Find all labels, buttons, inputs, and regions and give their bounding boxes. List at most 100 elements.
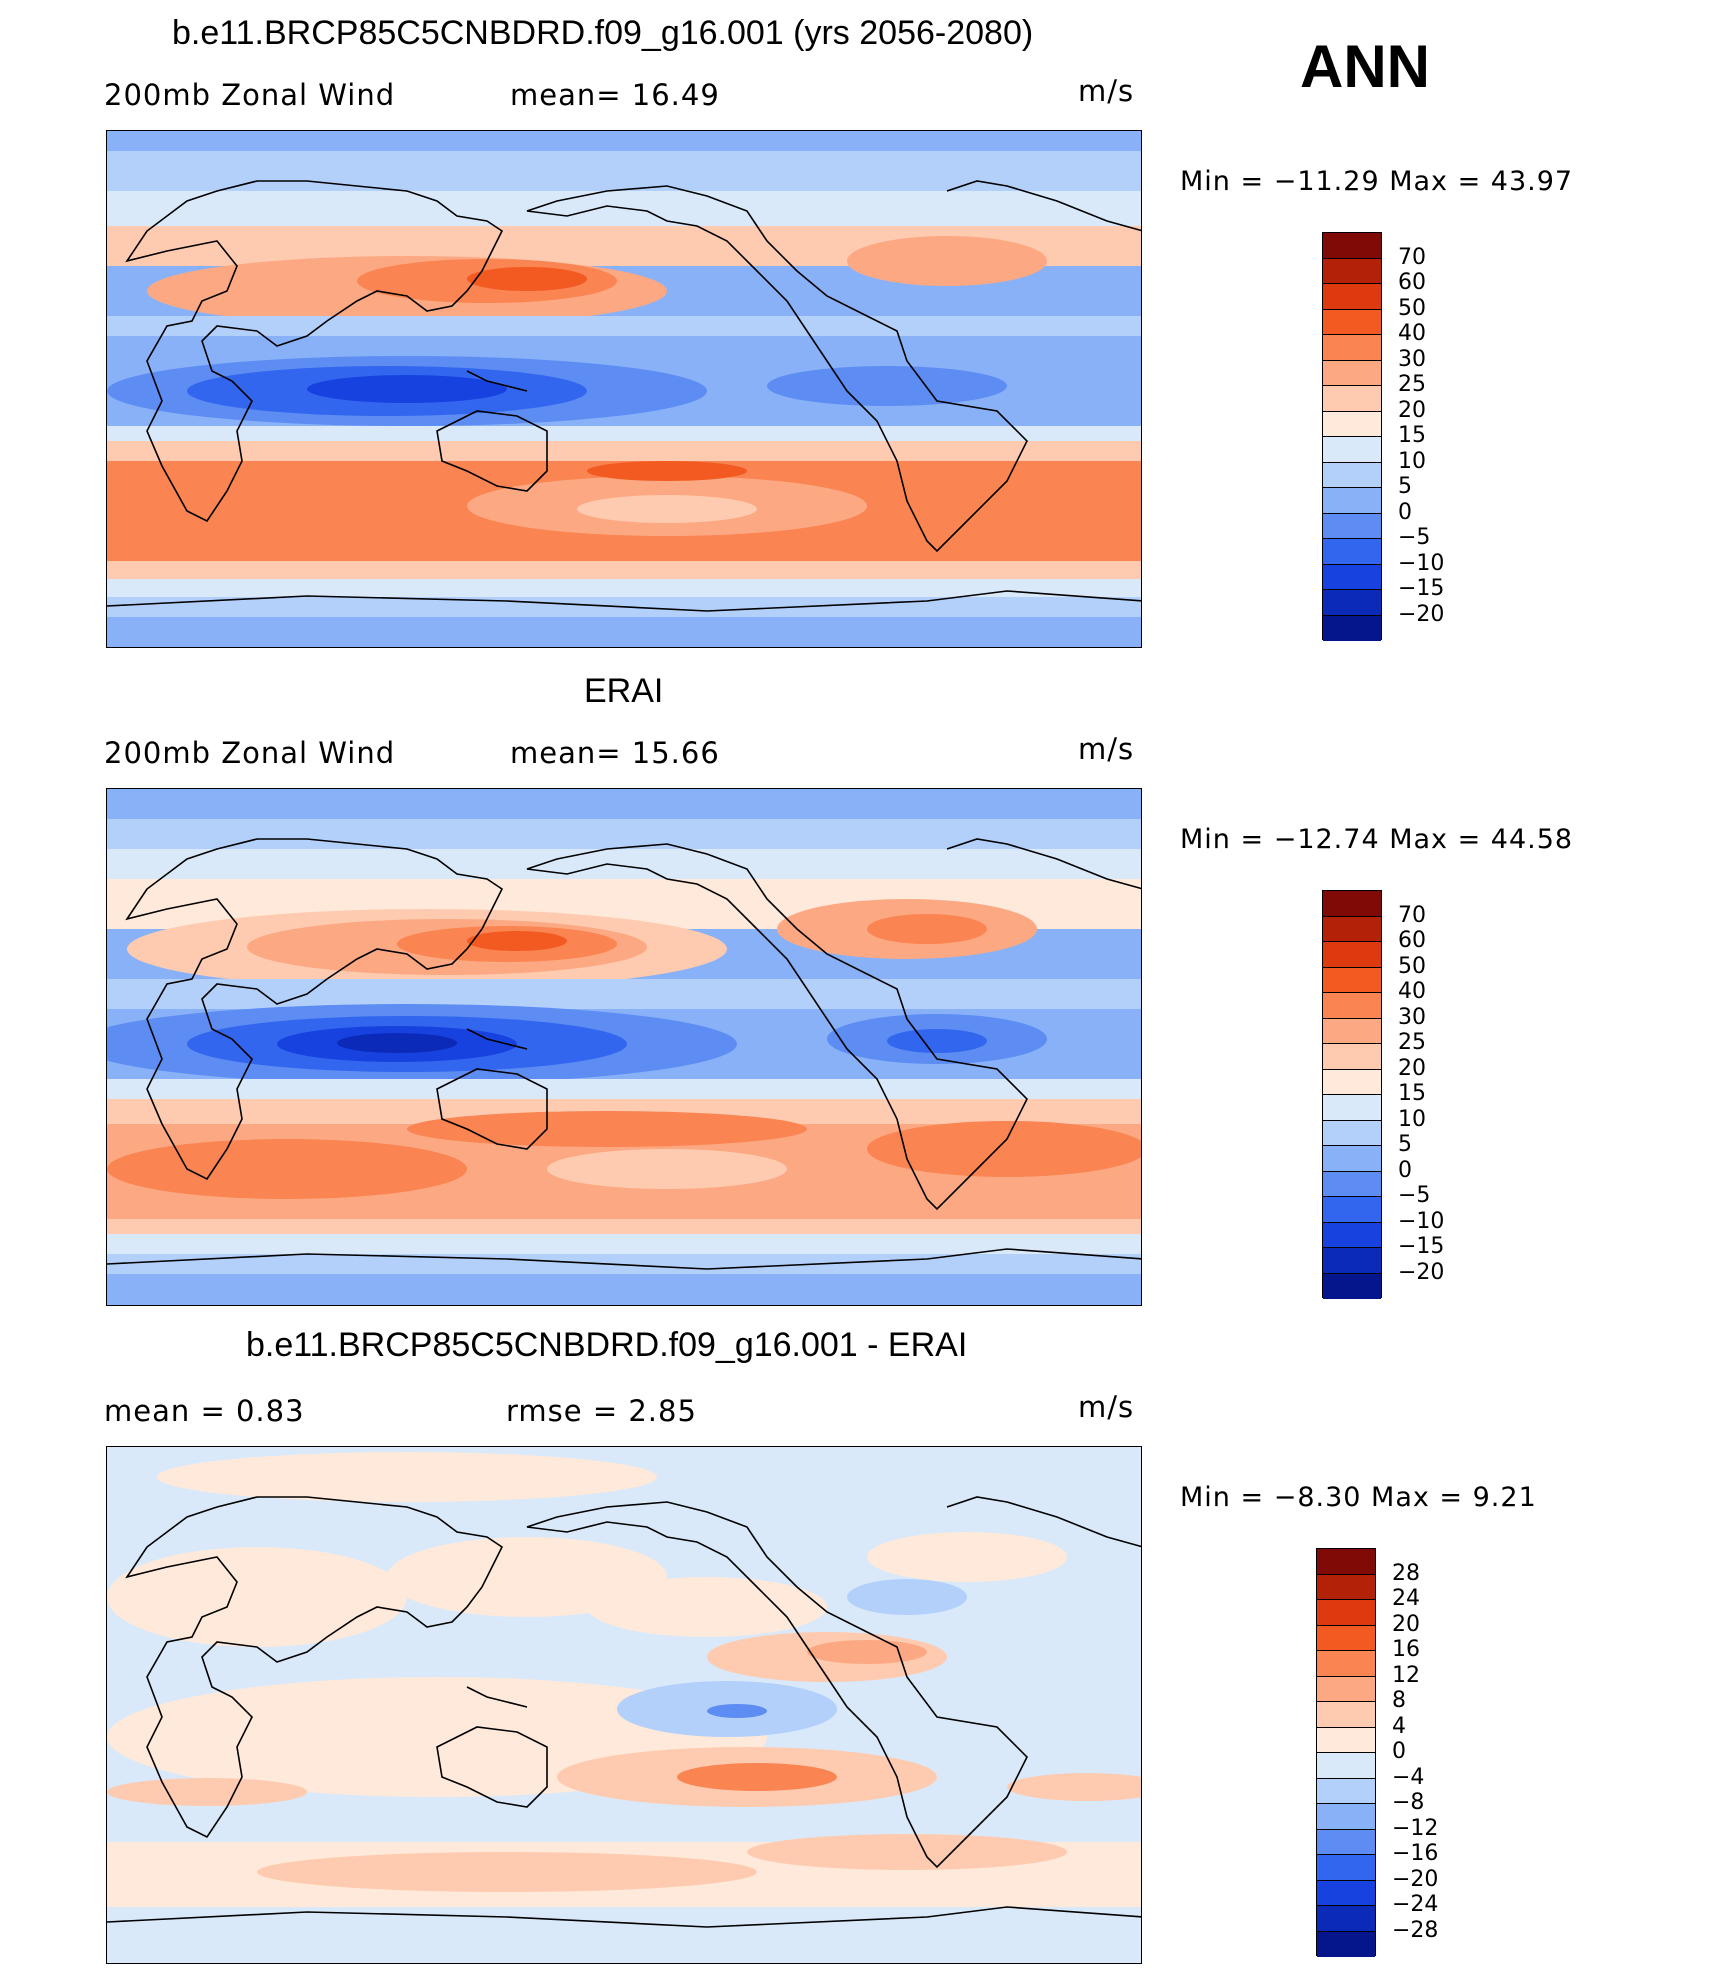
colorbar-swatch	[1323, 386, 1381, 412]
panel-title: b.e11.BRCP85C5CNBDRD.f09_g16.001 (yrs 20…	[172, 14, 1034, 52]
contour-map	[107, 131, 1141, 647]
colorbar-tick-label: 50	[1398, 295, 1426, 321]
colorbar-swatch	[1323, 615, 1381, 641]
colorbar-swatch	[1323, 1248, 1381, 1274]
colorbar-swatch	[1317, 1574, 1375, 1600]
colorbar-swatch	[1323, 488, 1381, 514]
colorbar-swatch	[1323, 411, 1381, 437]
colorbar-swatch	[1317, 1753, 1375, 1779]
colorbar-tick-label: 0	[1398, 499, 1412, 525]
colorbar-tick-label: −15	[1398, 1234, 1445, 1259]
colorbar-tick-label: −12	[1392, 1815, 1439, 1841]
colorbar-swatch	[1323, 942, 1381, 968]
colorbar-tick-label: −15	[1398, 576, 1445, 601]
colorbar-tick-label: −20	[1392, 1866, 1439, 1892]
contour-map	[107, 789, 1141, 1305]
colorbar-tick-label: 15	[1398, 423, 1426, 448]
colorbar-tick-label: −5	[1398, 1183, 1431, 1208]
colorbar-swatch	[1323, 590, 1381, 616]
colorbar-tick-label: 24	[1392, 1586, 1420, 1611]
colorbar-swatch	[1323, 284, 1381, 310]
colorbar-tick-label: −28	[1392, 1917, 1439, 1943]
colorbar-swatch	[1317, 1804, 1375, 1830]
field-label: 200mb Zonal Wind	[104, 78, 396, 112]
units-label: m/s	[1078, 74, 1135, 108]
minmax-label: Min = −12.74 Max = 44.58	[1180, 824, 1574, 855]
colorbar-swatch	[1323, 1069, 1381, 1095]
colorbar-swatch	[1323, 891, 1381, 917]
colorbar-swatch	[1323, 564, 1381, 590]
map-plot	[106, 130, 1142, 648]
colorbar-tick-label: −4	[1392, 1764, 1425, 1790]
colorbar-tick-label: 10	[1398, 1106, 1426, 1132]
colorbar	[1316, 1548, 1376, 1957]
colorbar-tick-label: 60	[1398, 270, 1426, 295]
coastlines	[107, 180, 1141, 612]
colorbar-swatch	[1317, 1549, 1375, 1575]
colorbar-swatch	[1323, 1197, 1381, 1223]
colorbar-tick-label: 5	[1398, 1132, 1412, 1157]
colorbar-swatch	[1317, 1931, 1375, 1957]
colorbar-swatch	[1323, 258, 1381, 284]
colorbar-tick-label: −20	[1398, 601, 1445, 627]
panel-obs: ERAI 200mb Zonal Wind mean= 15.66 m/s	[0, 658, 1710, 1318]
colorbar-tick-label: 40	[1398, 979, 1426, 1004]
colorbar-swatch	[1323, 462, 1381, 488]
colorbar-swatch	[1317, 1906, 1375, 1932]
units-label: m/s	[1078, 1390, 1135, 1424]
colorbar-tick-label: −20	[1398, 1259, 1445, 1285]
colorbar-tick-label: −10	[1398, 1208, 1445, 1234]
colorbar-swatch	[1323, 967, 1381, 993]
panel-model: b.e11.BRCP85C5CNBDRD.f09_g16.001 (yrs 20…	[0, 0, 1710, 660]
colorbar-tick-label: 8	[1392, 1688, 1406, 1713]
colorbar-swatch	[1317, 1829, 1375, 1855]
colorbar-tick-label: 4	[1392, 1713, 1406, 1739]
colorbar-swatch	[1323, 539, 1381, 565]
colorbar-swatch	[1317, 1651, 1375, 1677]
map-plot	[106, 788, 1142, 1306]
colorbar-tick-label: 20	[1398, 397, 1426, 423]
coastlines	[107, 838, 1141, 1270]
colorbar-tick-label: 5	[1398, 474, 1412, 499]
colorbar-swatch	[1323, 1044, 1381, 1070]
colorbar-tick-label: 20	[1398, 1055, 1426, 1081]
colorbar-swatch	[1323, 513, 1381, 539]
mean-label: mean = 0.83	[104, 1394, 305, 1428]
colorbar-tick-label: 16	[1392, 1637, 1420, 1662]
colorbar-swatch	[1317, 1778, 1375, 1804]
colorbar-tick-label: 10	[1398, 448, 1426, 474]
minmax-label: Min = −8.30 Max = 9.21	[1180, 1482, 1537, 1513]
minmax-label: Min = −11.29 Max = 43.97	[1180, 166, 1574, 197]
colorbar-swatch	[1317, 1855, 1375, 1881]
colorbar-swatch	[1323, 360, 1381, 386]
colorbar-swatch	[1323, 993, 1381, 1019]
rmse-label: rmse = 2.85	[506, 1394, 697, 1428]
colorbar-swatch	[1323, 1222, 1381, 1248]
panel-title: b.e11.BRCP85C5CNBDRD.f09_g16.001 - ERAI	[246, 1326, 968, 1364]
colorbar-swatch	[1323, 1095, 1381, 1121]
colorbar-swatch	[1323, 1120, 1381, 1146]
colorbar-tick-label: −24	[1392, 1892, 1439, 1917]
colorbar-swatch	[1317, 1727, 1375, 1753]
panel-difference: b.e11.BRCP85C5CNBDRD.f09_g16.001 - ERAI …	[0, 1316, 1710, 1976]
colorbar-swatch	[1323, 1273, 1381, 1299]
coastlines	[107, 1496, 1141, 1928]
season-label: ANN	[1300, 33, 1430, 100]
colorbar-tick-label: 40	[1398, 321, 1426, 346]
colorbar-tick-label: 0	[1398, 1157, 1412, 1183]
colorbar-swatch	[1317, 1600, 1375, 1626]
colorbar-tick-label: 70	[1398, 244, 1426, 270]
colorbar-tick-label: −10	[1398, 550, 1445, 576]
colorbar-tick-label: −5	[1398, 525, 1431, 550]
colorbar-tick-label: 0	[1392, 1739, 1406, 1764]
colorbar-swatch	[1317, 1702, 1375, 1728]
colorbar-swatch	[1323, 1146, 1381, 1172]
colorbar	[1322, 232, 1382, 641]
colorbar-swatch	[1323, 437, 1381, 463]
colorbar-swatch	[1317, 1880, 1375, 1906]
colorbar-swatch	[1317, 1625, 1375, 1651]
colorbar-swatch	[1323, 309, 1381, 335]
panel-title: ERAI	[584, 672, 664, 710]
colorbar-tick-label: 12	[1392, 1662, 1420, 1688]
colorbar-swatch	[1323, 335, 1381, 361]
